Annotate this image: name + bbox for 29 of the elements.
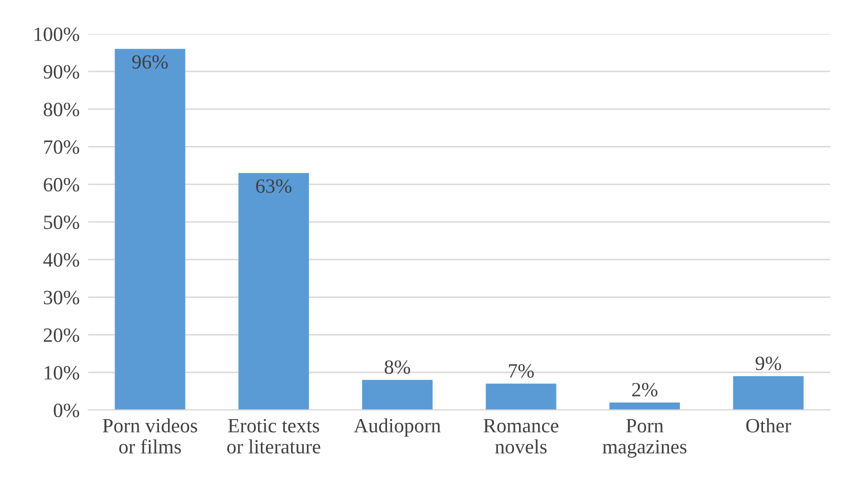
bar (238, 173, 309, 410)
data-label: 2% (632, 382, 658, 397)
x-tick-label: Other (746, 418, 792, 432)
y-tick-label: 50% (44, 216, 80, 230)
data-label: 8% (384, 360, 410, 374)
x-tick-label: Erotic texts or literature (227, 418, 320, 454)
y-tick-label: 30% (44, 290, 80, 304)
data-label: 96% (132, 55, 168, 69)
x-tick-label: Porn magazines (602, 419, 686, 458)
data-label: 9% (756, 356, 782, 370)
bar (486, 384, 556, 410)
x-tick-label: Romance novels (484, 419, 558, 454)
data-label: 63% (256, 179, 292, 193)
bar (733, 376, 804, 410)
y-tick-label: 40% (43, 253, 80, 267)
y-tick-label: 70% (44, 140, 80, 154)
y-tick-label: 60% (44, 178, 80, 192)
x-tick-label: Porn videos or films (102, 418, 198, 454)
y-tick-label: 20% (44, 328, 80, 342)
y-tick-label: 80% (44, 102, 80, 116)
data-label: 7% (508, 364, 534, 378)
bar (609, 402, 680, 410)
y-tick-label: 10% (44, 366, 80, 380)
y-tick-label: 0% (54, 404, 80, 418)
y-tick-label: 90% (44, 65, 80, 79)
x-tick-label: Audioporn (354, 418, 441, 437)
bar (114, 48, 186, 410)
bar (362, 380, 433, 410)
y-tick-label: 100% (34, 27, 80, 42)
